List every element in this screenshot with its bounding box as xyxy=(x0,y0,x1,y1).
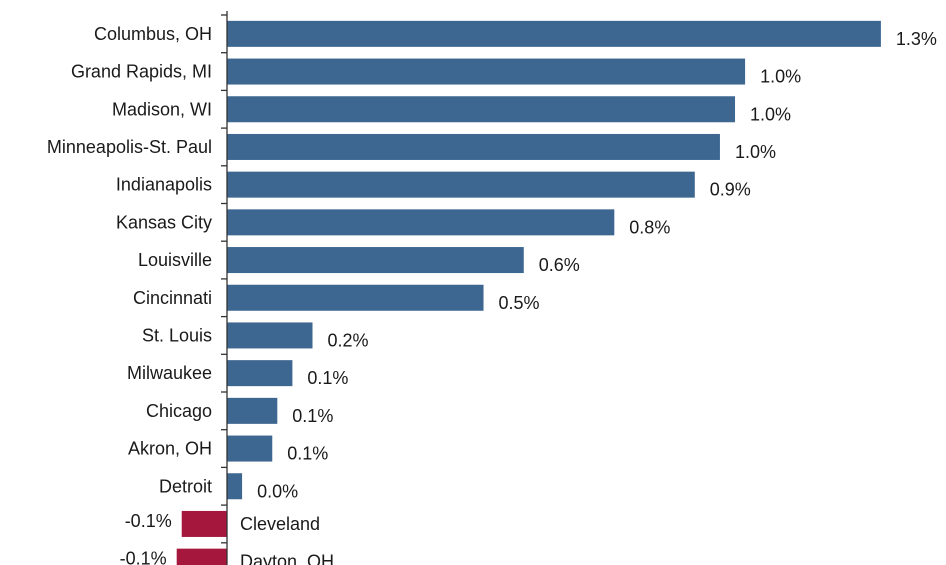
category-label-grand-rapids-mi: Grand Rapids, MI xyxy=(71,62,212,82)
bar-dayton-oh xyxy=(176,548,227,565)
bar-madison-wi xyxy=(227,96,736,123)
bar-detroit xyxy=(227,473,243,500)
value-label-chicago: 0.1% xyxy=(292,406,333,426)
category-label-st-louis: St. Louis xyxy=(142,325,212,345)
bar-grand-rapids-mi xyxy=(227,58,746,85)
value-label-grand-rapids-mi: 1.0% xyxy=(760,67,801,87)
bar-akron-oh xyxy=(227,435,273,462)
value-label-akron-oh: 0.1% xyxy=(287,444,328,464)
bar-milwaukee xyxy=(227,360,293,387)
bar-indianapolis xyxy=(227,171,695,198)
category-label-milwaukee: Milwaukee xyxy=(127,363,212,383)
category-label-dayton-oh: Dayton, OH xyxy=(240,552,334,565)
category-label-cleveland: Cleveland xyxy=(240,514,320,534)
value-label-detroit: 0.0% xyxy=(257,481,298,501)
value-label-dayton-oh: -0.1% xyxy=(120,549,167,565)
category-label-detroit: Detroit xyxy=(159,476,212,496)
value-label-st-louis: 0.2% xyxy=(328,330,369,350)
value-labels-group: 1.3% 1.0% 1.0% 1.0% 0.9% 0.8% 0.6% 0.5% 0.2% 0.1%… xyxy=(120,29,937,565)
value-label-columbus-oh: 1.3% xyxy=(896,29,937,49)
value-label-madison-wi: 1.0% xyxy=(750,104,791,124)
value-label-louisville: 0.6% xyxy=(539,255,580,275)
bar-columbus-oh xyxy=(227,20,881,47)
value-label-indianapolis: 0.9% xyxy=(710,180,751,200)
category-label-madison-wi: Madison, WI xyxy=(112,99,212,119)
category-ticks-group xyxy=(221,14,227,544)
category-label-minneapolis-st-paul: Minneapolis-St. Paul xyxy=(47,137,212,157)
category-label-kansas-city: Kansas City xyxy=(116,212,212,232)
bars-group xyxy=(176,20,881,565)
category-labels-group: Columbus, OH Grand Rapids, MI Madison, WI M… xyxy=(47,24,334,565)
value-label-milwaukee: 0.1% xyxy=(307,368,348,388)
bar-minneapolis-st-paul xyxy=(227,133,720,160)
category-label-chicago: Chicago xyxy=(146,401,212,421)
value-label-kansas-city: 0.8% xyxy=(629,217,670,237)
bar-st-louis xyxy=(227,322,313,349)
bar-louisville xyxy=(227,247,524,274)
value-label-minneapolis-st-paul: 1.0% xyxy=(735,142,776,162)
bar-kansas-city xyxy=(227,209,615,236)
category-label-cincinnati: Cincinnati xyxy=(133,288,212,308)
bar-cincinnati xyxy=(227,284,484,311)
bar-cleveland xyxy=(181,510,227,537)
value-label-cleveland: -0.1% xyxy=(125,511,172,531)
category-label-columbus-oh: Columbus, OH xyxy=(94,24,212,44)
category-label-indianapolis: Indianapolis xyxy=(116,175,212,195)
bar-chicago xyxy=(227,397,278,424)
category-label-akron-oh: Akron, OH xyxy=(128,439,212,459)
value-label-cincinnati: 0.5% xyxy=(499,293,540,313)
category-label-louisville: Louisville xyxy=(138,250,212,270)
